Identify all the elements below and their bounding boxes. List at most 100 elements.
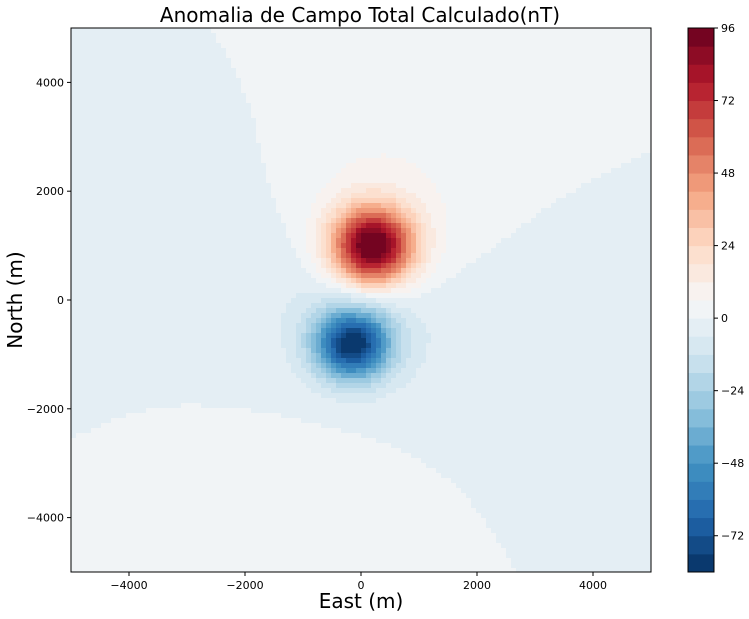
contour-cell xyxy=(201,133,206,138)
contour-cell xyxy=(296,88,301,93)
contour-cell xyxy=(371,163,376,168)
contour-cell xyxy=(326,218,331,223)
contour-cell xyxy=(326,43,331,48)
contour-cell xyxy=(101,38,106,43)
contour-cell xyxy=(311,28,316,33)
contour-cell xyxy=(531,193,536,198)
contour-cell xyxy=(281,83,286,88)
contour-cell xyxy=(366,188,371,193)
contour-cell xyxy=(541,193,546,198)
contour-cell xyxy=(231,198,236,203)
contour-cell xyxy=(581,168,586,173)
contour-cell xyxy=(306,193,311,198)
contour-cell xyxy=(486,38,491,43)
contour-cell xyxy=(491,38,496,43)
contour-cell xyxy=(386,78,391,83)
contour-cell xyxy=(366,58,371,63)
contour-cell xyxy=(566,48,571,53)
contour-cell xyxy=(331,213,336,218)
contour-cell xyxy=(411,163,416,168)
contour-cell xyxy=(401,53,406,58)
contour-cell xyxy=(536,188,541,193)
contour-cell xyxy=(336,38,341,43)
contour-cell xyxy=(391,173,396,178)
contour-cell xyxy=(351,163,356,168)
contour-cell xyxy=(546,143,551,148)
contour-cell xyxy=(136,138,141,143)
contour-cell xyxy=(331,108,336,113)
contour-cell xyxy=(576,78,581,83)
contour-cell xyxy=(116,228,121,233)
contour-cell xyxy=(576,98,581,103)
contour-cell xyxy=(186,38,191,43)
contour-cell xyxy=(591,228,596,233)
contour-cell xyxy=(91,153,96,158)
contour-cell xyxy=(641,168,646,173)
contour-cell xyxy=(606,223,611,228)
contour-cell xyxy=(306,218,311,223)
contour-cell xyxy=(476,233,481,238)
contour-plot-area xyxy=(71,28,651,572)
contour-cell xyxy=(351,208,356,213)
contour-cell xyxy=(531,133,536,138)
contour-cell xyxy=(446,73,451,78)
contour-cell xyxy=(136,168,141,173)
contour-cell xyxy=(341,103,346,108)
contour-cell xyxy=(346,83,351,88)
contour-cell xyxy=(351,188,356,193)
contour-cell xyxy=(171,68,176,73)
contour-cell xyxy=(261,228,266,233)
contour-cell xyxy=(431,218,436,223)
contour-cell xyxy=(631,143,636,148)
contour-cell xyxy=(236,193,241,198)
contour-cell xyxy=(571,203,576,208)
contour-cell xyxy=(196,118,201,123)
contour-cell xyxy=(496,98,501,103)
contour-cell xyxy=(586,138,591,143)
contour-cell xyxy=(381,163,386,168)
contour-cell xyxy=(341,123,346,128)
contour-cell xyxy=(246,73,251,78)
contour-cell xyxy=(161,68,166,73)
contour-cell xyxy=(491,183,496,188)
contour-cell xyxy=(121,58,126,63)
contour-cell xyxy=(456,68,461,73)
contour-cell xyxy=(511,203,516,208)
contour-cell xyxy=(146,158,151,163)
contour-cell xyxy=(286,183,291,188)
contour-cell xyxy=(621,138,626,143)
contour-cell xyxy=(321,228,326,233)
contour-cell xyxy=(266,58,271,63)
contour-cell xyxy=(211,223,216,228)
contour-cell xyxy=(596,83,601,88)
contour-cell xyxy=(471,138,476,143)
contour-cell xyxy=(631,163,636,168)
contour-cell xyxy=(486,83,491,88)
contour-cell xyxy=(581,83,586,88)
contour-cell xyxy=(351,113,356,118)
contour-cell xyxy=(131,223,136,228)
contour-cell xyxy=(326,213,331,218)
contour-cell xyxy=(136,113,141,118)
contour-cell xyxy=(641,143,646,148)
contour-cell xyxy=(256,198,261,203)
contour-cell xyxy=(331,133,336,138)
contour-cell xyxy=(531,113,536,118)
contour-cell xyxy=(386,123,391,128)
contour-cell xyxy=(256,68,261,73)
contour-cell xyxy=(81,58,86,63)
contour-cell xyxy=(191,153,196,158)
contour-cell xyxy=(451,198,456,203)
contour-cell xyxy=(126,178,131,183)
contour-cell xyxy=(511,218,516,223)
contour-cell xyxy=(456,83,461,88)
contour-cell xyxy=(76,218,81,223)
contour-cell xyxy=(366,173,371,178)
contour-cell xyxy=(286,88,291,93)
contour-cell xyxy=(516,113,521,118)
contour-cell xyxy=(321,183,326,188)
contour-cell xyxy=(321,203,326,208)
contour-cell xyxy=(491,163,496,168)
contour-cell xyxy=(516,168,521,173)
contour-cell xyxy=(546,73,551,78)
